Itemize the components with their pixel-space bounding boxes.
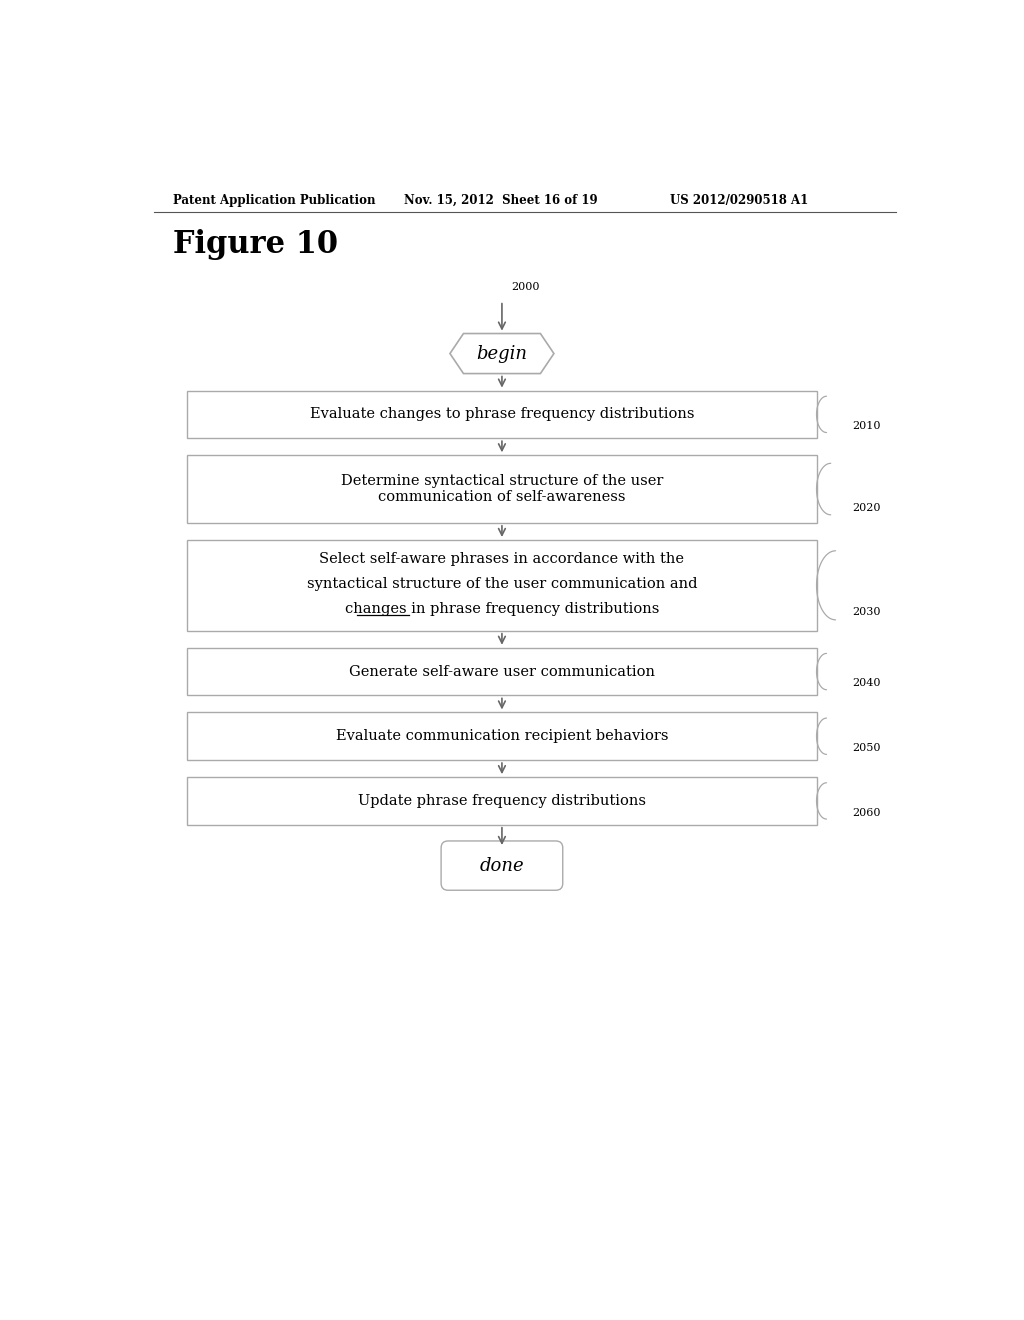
- Text: begin: begin: [476, 345, 527, 363]
- Text: Evaluate communication recipient behaviors: Evaluate communication recipient behavio…: [336, 729, 669, 743]
- Text: Evaluate changes to phrase frequency distributions: Evaluate changes to phrase frequency dis…: [309, 408, 694, 421]
- Text: Figure 10: Figure 10: [173, 230, 338, 260]
- Bar: [187, 540, 816, 631]
- Text: 2010: 2010: [852, 421, 881, 432]
- Text: US 2012/0290518 A1: US 2012/0290518 A1: [670, 194, 808, 206]
- Text: 2020: 2020: [852, 503, 881, 512]
- Bar: [187, 713, 816, 760]
- Text: 2060: 2060: [852, 808, 881, 817]
- Bar: [187, 391, 816, 438]
- Text: 2040: 2040: [852, 678, 881, 688]
- Text: done: done: [479, 857, 524, 875]
- Text: Generate self-aware user communication: Generate self-aware user communication: [349, 664, 655, 678]
- Text: 2030: 2030: [852, 607, 881, 618]
- Text: Patent Application Publication: Patent Application Publication: [173, 194, 376, 206]
- Text: syntactical structure of the user communication and: syntactical structure of the user commun…: [306, 577, 697, 591]
- Text: Determine syntactical structure of the user
communication of self-awareness: Determine syntactical structure of the u…: [341, 474, 664, 504]
- Bar: [187, 648, 816, 696]
- Text: changes in phrase frequency distributions: changes in phrase frequency distribution…: [345, 602, 659, 616]
- Text: Nov. 15, 2012  Sheet 16 of 19: Nov. 15, 2012 Sheet 16 of 19: [403, 194, 598, 206]
- Bar: [187, 777, 816, 825]
- Bar: [187, 455, 816, 523]
- Text: Select self-aware phrases in accordance with the: Select self-aware phrases in accordance …: [319, 552, 684, 566]
- Text: Update phrase frequency distributions: Update phrase frequency distributions: [358, 793, 646, 808]
- Text: 2000: 2000: [511, 282, 540, 292]
- FancyBboxPatch shape: [441, 841, 563, 890]
- Text: 2050: 2050: [852, 743, 881, 752]
